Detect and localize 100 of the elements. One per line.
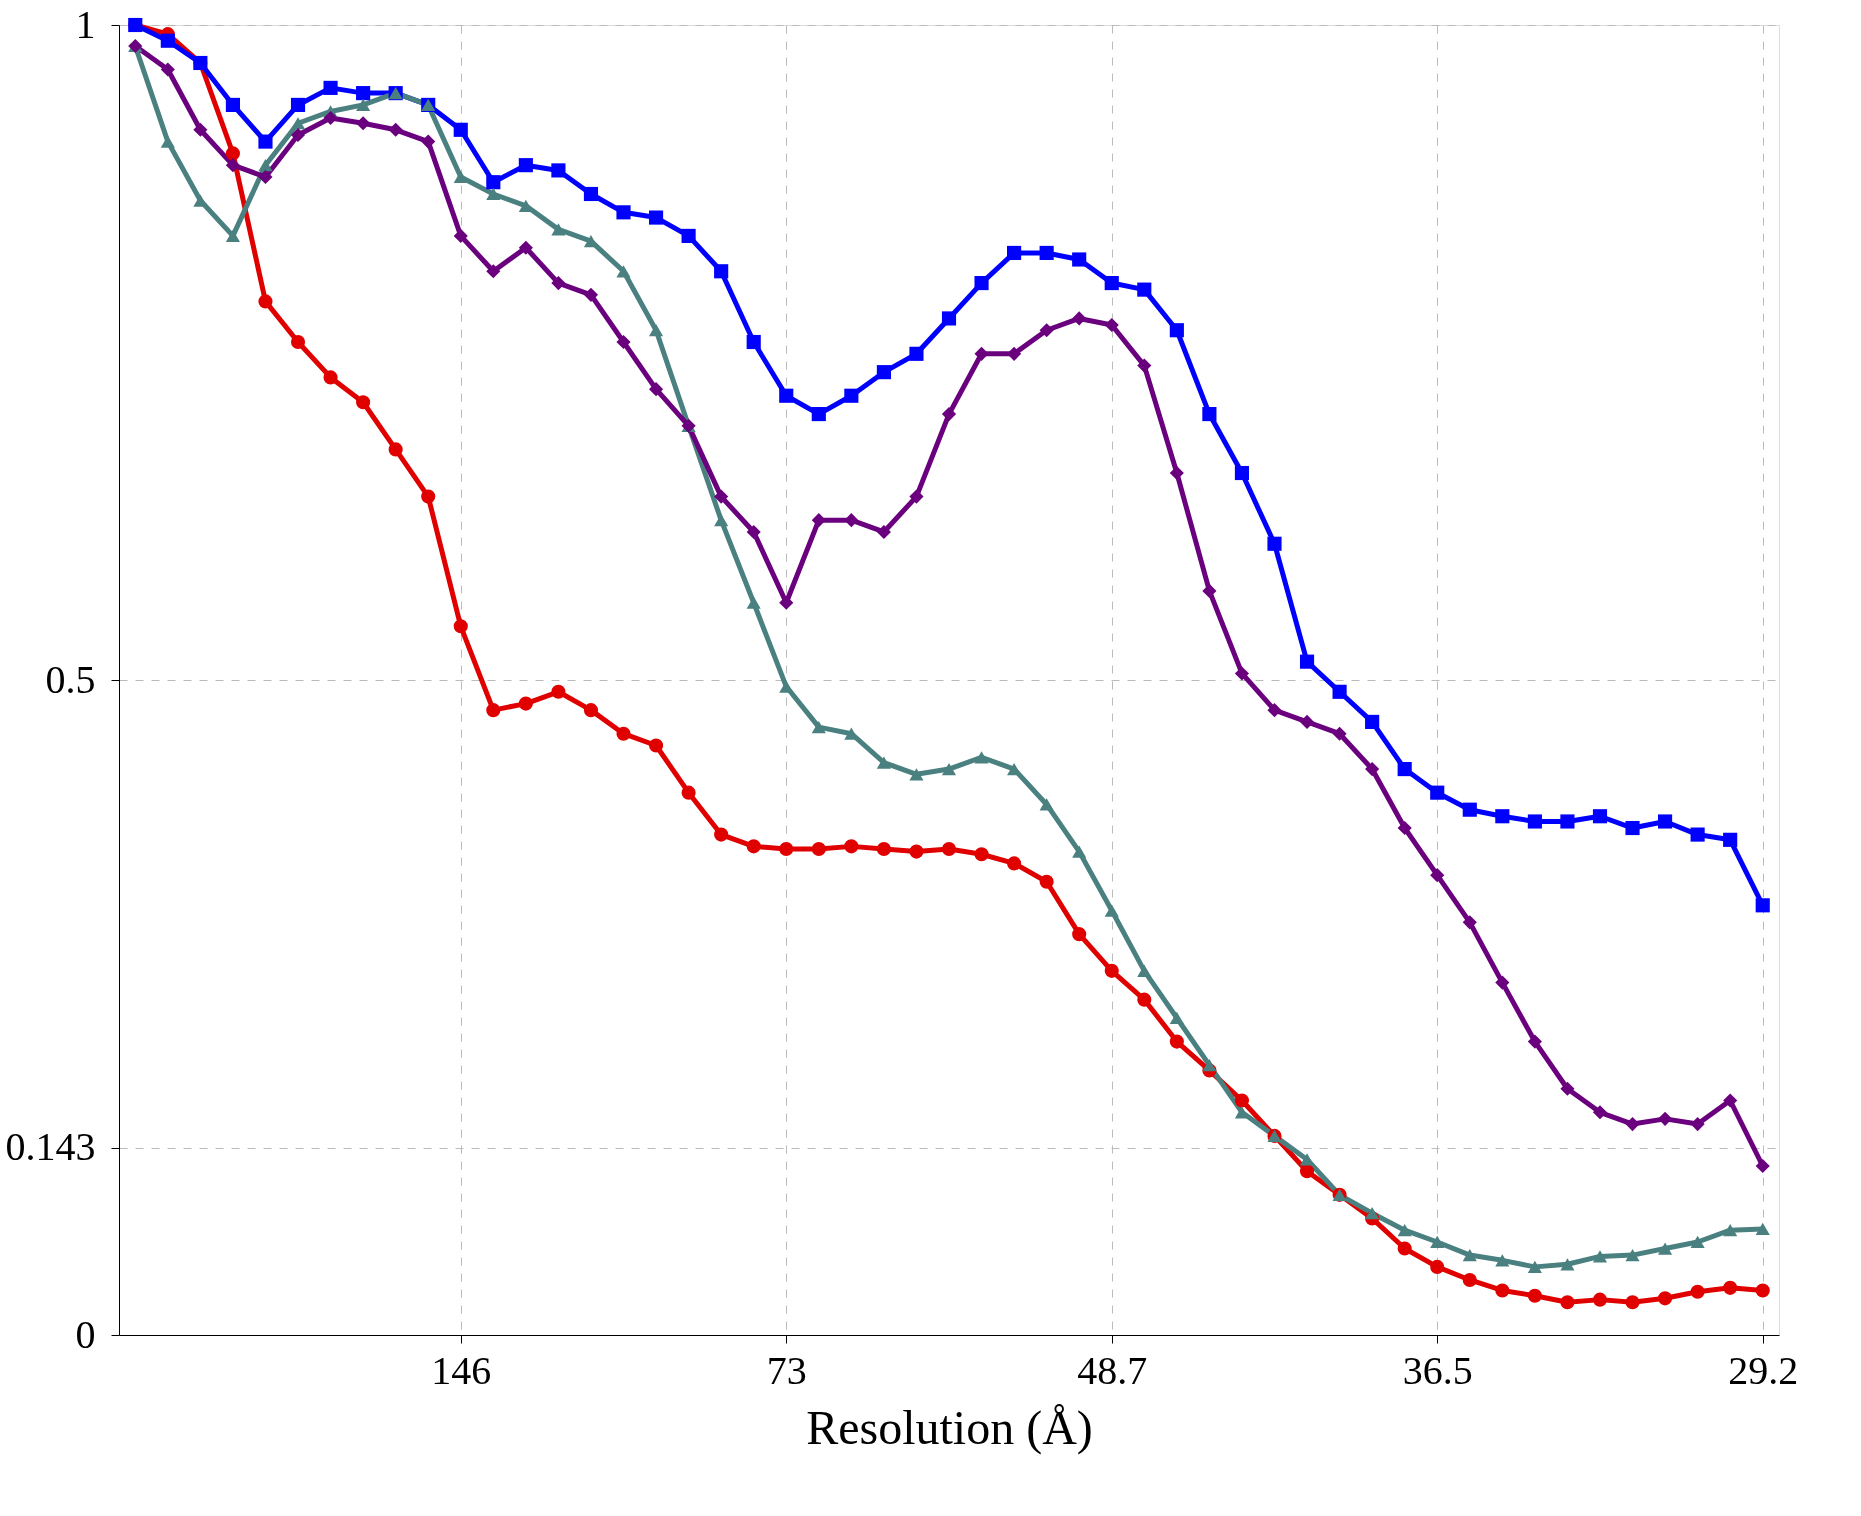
point <box>1267 703 1282 718</box>
point <box>909 768 924 781</box>
point <box>1690 827 1705 842</box>
point <box>1690 1235 1705 1249</box>
point <box>323 370 338 385</box>
point <box>1007 245 1022 261</box>
point <box>356 86 371 101</box>
point <box>1039 874 1054 889</box>
point <box>486 703 501 718</box>
point <box>746 334 761 350</box>
point <box>974 276 989 291</box>
point <box>1039 245 1054 261</box>
point <box>1430 1259 1445 1274</box>
point <box>1169 323 1184 338</box>
point <box>1527 1034 1542 1049</box>
point <box>1560 1295 1575 1310</box>
point <box>779 680 794 693</box>
point <box>290 117 306 130</box>
point <box>681 785 696 800</box>
point <box>1625 820 1640 836</box>
point <box>453 228 468 243</box>
point <box>1430 1235 1445 1249</box>
point <box>1495 975 1510 990</box>
point <box>1202 583 1217 598</box>
point <box>1625 1248 1640 1262</box>
point <box>648 324 664 337</box>
point <box>453 170 468 184</box>
point <box>1104 276 1119 291</box>
point <box>648 382 664 397</box>
point <box>876 756 891 769</box>
point <box>844 513 859 528</box>
point <box>1299 1164 1315 1179</box>
point <box>323 110 338 126</box>
point <box>1072 927 1087 942</box>
point <box>941 311 957 326</box>
point <box>876 365 891 380</box>
y-tick-label: 0 <box>75 1311 96 1357</box>
point <box>1072 311 1087 326</box>
point <box>1234 1093 1250 1108</box>
point <box>974 751 989 764</box>
point <box>1007 856 1022 871</box>
point <box>1202 407 1217 422</box>
point <box>1169 465 1184 481</box>
point <box>1755 1222 1770 1236</box>
point <box>1299 714 1315 729</box>
point <box>1365 1207 1380 1220</box>
point <box>551 684 566 699</box>
point <box>1234 666 1250 681</box>
point <box>714 489 729 504</box>
point <box>225 229 240 243</box>
point <box>193 122 208 137</box>
point <box>811 513 826 528</box>
point <box>551 163 566 178</box>
point <box>1560 814 1575 829</box>
point <box>1755 898 1770 913</box>
point <box>421 134 436 149</box>
point <box>941 762 957 776</box>
point <box>844 388 859 403</box>
point <box>258 294 273 309</box>
point <box>1592 1105 1608 1120</box>
point <box>909 489 924 504</box>
point <box>258 159 273 172</box>
point <box>811 407 826 422</box>
point <box>290 97 306 112</box>
point <box>1527 1288 1542 1303</box>
point <box>323 80 338 95</box>
point <box>1007 346 1022 361</box>
point <box>974 346 989 361</box>
point <box>1560 1081 1575 1096</box>
point <box>290 334 306 350</box>
point <box>941 841 957 857</box>
point <box>876 524 891 540</box>
point <box>518 696 533 711</box>
point <box>486 175 501 190</box>
point <box>746 839 761 854</box>
point <box>160 135 175 148</box>
point <box>518 240 533 255</box>
point <box>1495 1283 1510 1298</box>
point <box>225 146 240 161</box>
point <box>1462 1272 1477 1288</box>
point <box>779 388 794 403</box>
point <box>746 596 761 609</box>
point <box>974 847 989 862</box>
point <box>551 276 566 291</box>
point <box>1658 1291 1673 1306</box>
point <box>616 334 631 350</box>
point <box>1625 1117 1640 1132</box>
point <box>941 407 957 422</box>
point <box>551 223 566 236</box>
point <box>1462 802 1477 817</box>
point <box>648 738 664 753</box>
point <box>779 595 794 610</box>
point <box>1430 785 1445 800</box>
point <box>1104 317 1119 333</box>
point <box>1397 1241 1412 1256</box>
point <box>1137 282 1152 297</box>
y-tick-label: 1 <box>75 1 96 47</box>
point <box>225 97 240 112</box>
point <box>811 721 826 734</box>
point <box>1104 904 1119 917</box>
